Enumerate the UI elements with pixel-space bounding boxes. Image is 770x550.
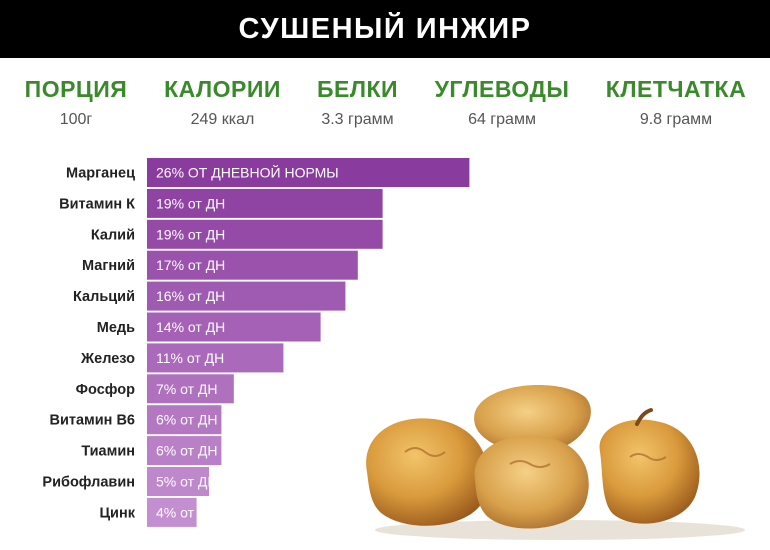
bar: [147, 281, 346, 311]
category-label: Калий: [91, 227, 135, 243]
category-label: Марганец: [66, 166, 135, 182]
bar: [147, 497, 197, 527]
fig-middle: [474, 435, 589, 529]
bar: [147, 436, 222, 466]
stat-label: КЛЕТЧАТКА: [605, 76, 747, 102]
bar-value-label: 4% от ДН: [156, 504, 218, 520]
bar-value-label: 17% от ДН: [156, 257, 225, 273]
fig-shapes: [366, 385, 745, 540]
category-label: Медь: [97, 320, 135, 336]
category-label: Железо: [80, 351, 135, 367]
bar-value-label: 14% от ДН: [156, 319, 225, 335]
stat-portion: ПОРЦИЯ 100г: [16, 76, 136, 129]
nutrition-stats: ПОРЦИЯ 100г КАЛОРИИ 249 ккал БЕЛКИ 3.3 г…: [0, 76, 770, 136]
stat-label: УГЛЕВОДЫ: [434, 76, 570, 102]
fig-texture: [404, 447, 667, 468]
fig-back: [474, 385, 591, 453]
nutrient-bar-chart: Марганец 26% ОТ ДНЕВНОЙ НОРМЫ Витамин К 19%…: [42, 158, 470, 527]
stat-value: 249 ккал: [190, 111, 255, 128]
category-label: Кальций: [73, 289, 135, 305]
dried-figs-illustration: [366, 385, 745, 540]
stat-label: БЕЛКИ: [316, 76, 399, 102]
bar: [147, 219, 383, 249]
category-label: Фосфор: [76, 382, 135, 398]
bar-value-label: 16% от ДН: [156, 288, 225, 304]
stat-value: 64 грамм: [468, 111, 536, 128]
stat-label: ПОРЦИЯ: [24, 76, 128, 102]
bar: [147, 467, 209, 496]
bar-value-label: 11% от ДН: [156, 350, 224, 366]
stat-carbs: УГЛЕВОДЫ 64 грамм: [432, 76, 572, 129]
fig-left: [366, 418, 488, 526]
stat-protein: БЕЛКИ 3.3 грамм: [300, 76, 415, 129]
bar: [147, 250, 358, 280]
bar-value-label: 7% от ДН: [156, 381, 218, 397]
stat-label: КАЛОРИИ: [164, 76, 281, 102]
stat-value: 100г: [59, 111, 93, 128]
bar-value-label: 6% от ДН: [156, 443, 218, 459]
category-label: Тиамин: [81, 444, 135, 460]
stat-calories: КАЛОРИИ 249 ккал: [155, 76, 290, 129]
category-label: Магний: [82, 258, 135, 274]
bar-value-label: 19% от ДН: [156, 195, 225, 211]
fig-stem: [635, 408, 653, 426]
stat-fiber: КЛЕТЧАТКА 9.8 грамм: [596, 76, 756, 129]
bar-value-label: 5% от ДН: [156, 474, 218, 490]
category-label: Витамин B6: [49, 413, 135, 429]
fig-shadow: [375, 520, 745, 540]
stat-value: 3.3 грамм: [321, 111, 394, 128]
category-label: Витамин К: [59, 196, 135, 212]
bar: [147, 158, 470, 187]
bar: [147, 312, 321, 342]
page-title: СУШЕНЫЙ ИНЖИР: [238, 12, 532, 45]
stat-value: 9.8 грамм: [639, 111, 713, 128]
bar: [147, 188, 383, 218]
bar-value-label: 19% от ДН: [156, 226, 225, 242]
bar: [147, 343, 284, 373]
fig-right: [599, 419, 700, 524]
category-label: Рибофлавин: [42, 475, 135, 491]
category-label: Цинк: [99, 505, 135, 521]
bar: [147, 405, 222, 435]
bar: [147, 374, 234, 404]
title-bar: СУШЕНЫЙ ИНЖИР: [0, 0, 770, 58]
bar-value-label: 26% ОТ ДНЕВНОЙ НОРМЫ: [156, 164, 339, 181]
bar-value-label: 6% от ДН: [156, 412, 218, 428]
